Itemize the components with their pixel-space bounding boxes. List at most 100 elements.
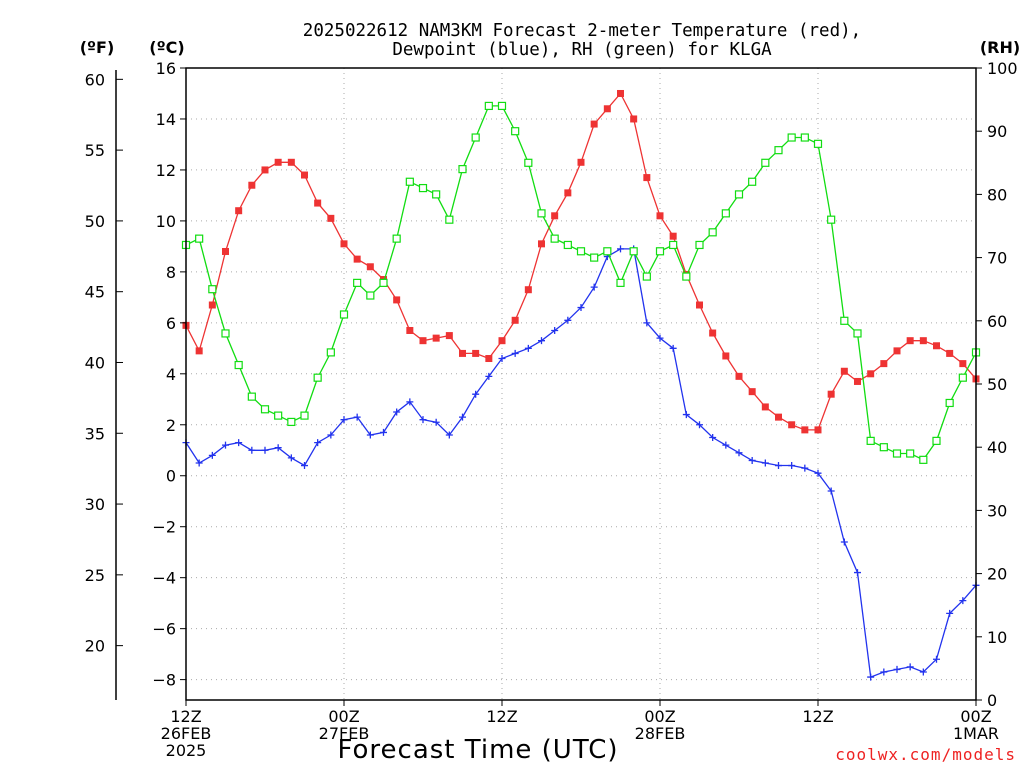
celsius-tick-label: 4: [166, 365, 176, 384]
rh-point: [313, 373, 322, 382]
dewpoint-point: [327, 431, 335, 439]
2-meter-temperature-point: [643, 174, 651, 182]
x-tick-label: 12Z: [486, 707, 517, 726]
dewpoint-point: [880, 668, 888, 676]
2-meter-temperature-point: [274, 158, 282, 166]
celsius-tick-label: −2: [152, 518, 176, 537]
dewpoint-point: [801, 464, 809, 472]
2-meter-temperature-point: [498, 337, 506, 345]
2-meter-temperature-point: [933, 342, 940, 350]
rh-point: [445, 215, 454, 224]
rh-tick-label: 50: [987, 375, 1007, 394]
2-meter-temperature-point: [946, 349, 954, 357]
rh-point: [721, 209, 730, 218]
rh-unit-label: (RH): [980, 38, 1020, 57]
2-meter-temperature-point: [788, 421, 796, 429]
dewpoint-point: [314, 439, 322, 447]
rh-point: [932, 436, 941, 445]
dewpoint-point: [274, 444, 282, 452]
2-meter-temperature-point: [419, 337, 427, 345]
2-meter-temperature-point: [709, 329, 717, 337]
rh-point: [195, 234, 204, 243]
rh-point: [326, 348, 335, 357]
rh-tick-label: 80: [987, 185, 1007, 204]
rh-point: [787, 133, 796, 142]
2-meter-temperature-point: [432, 334, 440, 342]
2-meter-temperature-point: [353, 255, 361, 263]
rh-point: [616, 278, 625, 287]
dewpoint-point: [301, 462, 308, 470]
rh-point: [524, 158, 533, 167]
dewpoint-point: [524, 344, 532, 352]
rh-point: [392, 234, 401, 243]
rh-point: [511, 127, 520, 136]
2-meter-temperature-point: [867, 370, 875, 378]
rh-point: [840, 316, 849, 325]
dewpoint-point: [709, 434, 717, 442]
dewpoint-point: [840, 538, 848, 546]
x-tick-label: 2025: [166, 741, 207, 760]
dewpoint-point: [682, 411, 690, 419]
celsius-unit-label: (ºC): [149, 38, 184, 57]
dewpoint-point: [538, 337, 545, 345]
rh-point: [892, 449, 902, 458]
2-meter-temperature-point: [590, 120, 598, 128]
fahrenheit-unit-label: (ºF): [80, 38, 115, 57]
2-meter-temperature-point: [801, 426, 809, 434]
dewpoint-point: [735, 449, 743, 457]
fahrenheit-tick-label: 45: [85, 283, 105, 302]
celsius-tick-label: 0: [166, 467, 176, 486]
rh-point: [497, 101, 507, 111]
2-meter-temperature-point: [485, 355, 493, 363]
2-meter-temperature-point: [564, 189, 572, 197]
celsius-tick-label: 6: [166, 314, 176, 333]
2-meter-temperature-point: [195, 347, 203, 355]
2-meter-temperature-point: [524, 286, 532, 294]
dewpoint-point: [827, 487, 835, 495]
rh-point: [748, 177, 757, 186]
2-meter-temperature-point: [538, 240, 545, 248]
x-tick-label: 28FEB: [635, 724, 686, 743]
dewpoint-point: [775, 462, 782, 470]
2-meter-temperature-point: [511, 316, 519, 324]
rh-point: [563, 240, 572, 250]
dewpoint-point: [696, 421, 703, 429]
2-meter-temperature-point: [551, 212, 559, 220]
chart-title-line1: 2025022612 NAM3KM Forecast 2-meter Tempe…: [303, 21, 861, 41]
2-meter-temperature-point: [748, 388, 756, 396]
rh-tick-label: 10: [987, 628, 1007, 647]
celsius-tick-label: 8: [166, 263, 176, 282]
fahrenheit-tick-label: 35: [85, 424, 105, 443]
2-meter-temperature-point: [603, 105, 611, 113]
dewpoint-point: [366, 431, 374, 439]
dewpoint-point: [419, 416, 427, 424]
2-meter-temperature-point: [735, 372, 743, 380]
2-meter-temperature-point: [854, 377, 861, 385]
x-tick-label: 12Z: [170, 707, 201, 726]
rh-point: [221, 329, 230, 338]
axis-layer: 1614121086420−2−4−6−86055504540353025201…: [85, 59, 1018, 760]
grid-layer: [186, 68, 976, 700]
rh-point: [208, 285, 217, 294]
2-meter-temperature-point: [696, 301, 703, 309]
celsius-tick-label: −6: [152, 620, 176, 639]
rh-point: [274, 411, 283, 420]
rh-point: [827, 215, 836, 224]
dewpoint-point: [380, 428, 387, 436]
celsius-tick-label: −4: [152, 569, 176, 588]
dewpoint-point: [564, 316, 572, 324]
2-meter-temperature-point: [459, 349, 466, 357]
rh-point: [958, 373, 967, 382]
dewpoint-point: [459, 413, 466, 421]
2-meter-temperature-point: [906, 337, 914, 345]
2-meter-temperature-point: [314, 199, 322, 207]
rh-point: [458, 165, 467, 174]
2-meter-temperature-point: [301, 171, 308, 179]
2-meter-temperature-point: [761, 403, 769, 411]
dewpoint-point: [208, 451, 216, 459]
dewpoint-point: [472, 390, 480, 398]
x-tick-label: 26FEB: [161, 724, 212, 743]
2-meter-temperature-point: [669, 232, 677, 240]
2-meter-temperature-point: [340, 240, 348, 248]
rh-point: [379, 278, 388, 287]
